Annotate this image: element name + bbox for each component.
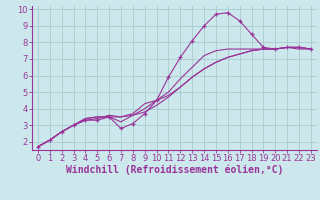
X-axis label: Windchill (Refroidissement éolien,°C): Windchill (Refroidissement éolien,°C) [66,165,283,175]
